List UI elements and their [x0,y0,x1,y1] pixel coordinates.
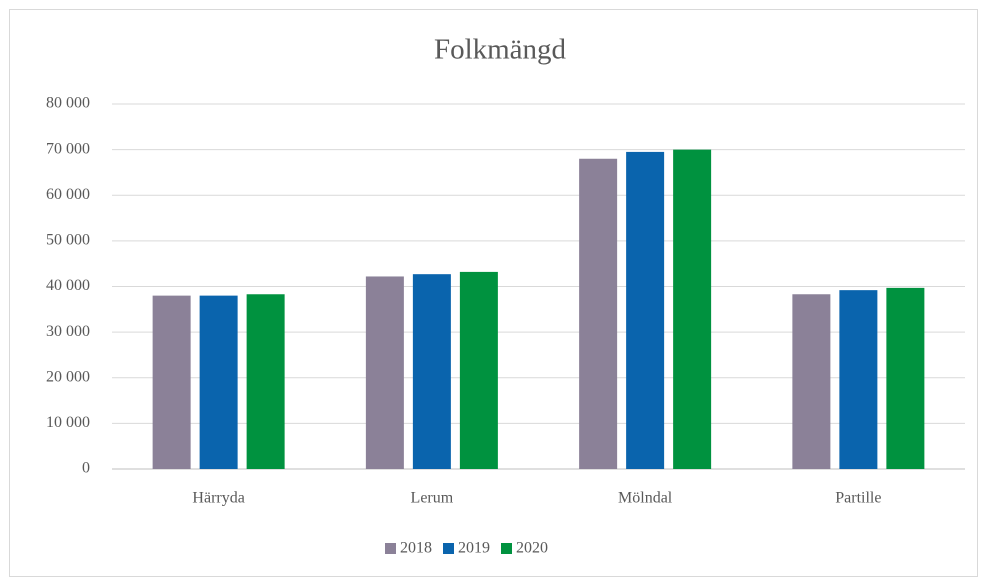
legend-label: 2020 [516,540,548,557]
y-tick-label: 60 000 [46,186,90,203]
bar [246,294,285,469]
legend-swatch [443,543,454,554]
bar [792,294,831,469]
bar [412,274,451,469]
x-tick-label: Härryda [192,490,244,507]
chart-title: Folkmängd [434,34,567,66]
y-tick-label: 10 000 [46,414,90,431]
bar [886,287,925,469]
y-tick-label: 0 [82,460,90,477]
bar [626,151,665,469]
bar [459,271,498,469]
legend-swatch [385,543,396,554]
y-tick-label: 80 000 [46,95,90,112]
x-tick-label: Mölndal [618,490,673,507]
bar [839,290,878,469]
y-tick-label: 50 000 [46,232,90,249]
y-tick-label: 70 000 [46,140,90,157]
legend-swatch [501,543,512,554]
x-tick-label: Lerum [411,490,454,507]
x-tick-label: Partille [835,490,881,507]
bar [579,158,618,469]
bar [199,295,238,469]
y-tick-label: 20 000 [46,368,90,385]
legend-label: 2018 [400,540,432,557]
legend-label: 2019 [458,540,490,557]
y-tick-label: 40 000 [46,277,90,294]
bar [152,295,191,469]
bar [365,276,404,469]
bar [673,149,712,469]
y-tick-label: 30 000 [46,323,90,340]
